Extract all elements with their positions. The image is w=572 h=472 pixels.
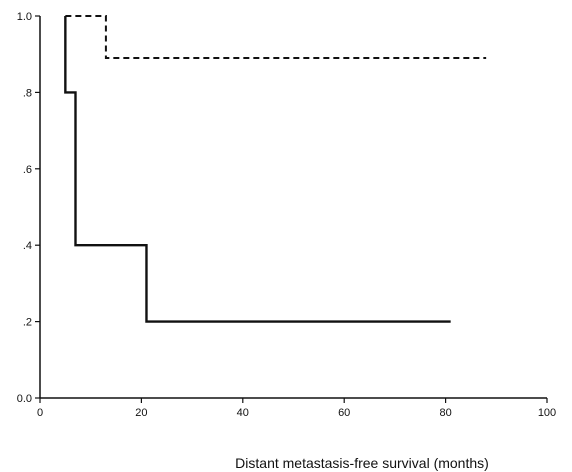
x-axis-title: Distant metastasis-free survival (months…: [235, 455, 489, 471]
axes: [39, 16, 547, 399]
x-tick-label: 40: [237, 407, 249, 419]
series-group: [64, 15, 487, 323]
ticks: [35, 15, 548, 403]
y-tick-label: .8: [23, 87, 32, 99]
y-tick-label: .6: [23, 164, 32, 176]
y-tick-label: 1.0: [17, 11, 32, 23]
y-tick-label: .4: [23, 240, 32, 252]
x-tick-label: 100: [538, 407, 556, 419]
tick-labels: 0 20 40 60 80 100 0.0 .2 .4 .6 .8 1.0: [17, 11, 556, 419]
x-tick-label: 60: [338, 407, 350, 419]
dashed-survival-curve: [65, 15, 487, 60]
solid-survival-curve: [64, 16, 451, 323]
y-tick-label: .2: [23, 317, 32, 329]
x-tick-label: 0: [37, 407, 43, 419]
y-tick-label: 0.0: [17, 393, 32, 405]
x-tick-label: 80: [439, 407, 451, 419]
x-tick-label: 20: [135, 407, 147, 419]
